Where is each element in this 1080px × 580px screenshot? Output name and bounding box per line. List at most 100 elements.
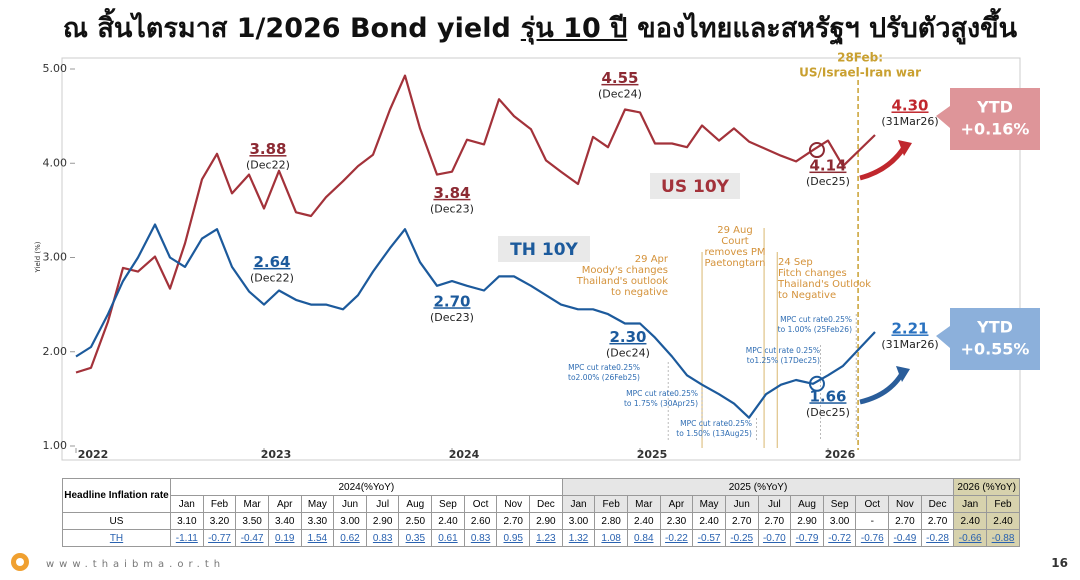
- logo: [11, 553, 29, 571]
- table-cell: -0.88: [986, 529, 1020, 547]
- table-cell: 1.32: [561, 529, 596, 547]
- series-label: TH 10Y: [510, 240, 578, 260]
- month-header: Feb: [202, 495, 237, 513]
- event-note: Fitch changes: [778, 268, 847, 279]
- annotation-note: (31Mar26): [881, 338, 938, 351]
- mpc-note: to 1.75% (30Apr25): [624, 399, 698, 408]
- x-tick-label: 2023: [261, 448, 292, 461]
- y-tick-label: 4.00: [43, 156, 68, 169]
- annotation-value: 4.30: [891, 96, 928, 114]
- row-label: US: [62, 512, 171, 530]
- month-header: Feb: [986, 495, 1020, 513]
- arrow-head: [896, 366, 910, 382]
- table-cell: 0.95: [496, 529, 531, 547]
- title: ณ สิ้นไตรมาส 1/2026 Bond yield รุ่น 10 ปี…: [0, 6, 1080, 49]
- table-cell: -: [855, 512, 890, 530]
- annotation-value: 1.66: [809, 387, 846, 405]
- chart-frame: [61, 57, 1021, 461]
- table-cell: 3.50: [235, 512, 269, 530]
- table-row: TH -1.11 -0.77 -0.47 0.19 1.54 0.62 0.83 0.35 0.6…: [62, 529, 1020, 547]
- table-cell: 3.40: [267, 512, 302, 530]
- x-tick-label: 2025: [637, 448, 668, 461]
- table-cell: 2.90: [790, 512, 824, 530]
- mpc-note: to 1.50% (13Aug25): [676, 429, 752, 438]
- mpc-note: to 1.00% (25Feb26): [778, 325, 852, 334]
- highlight-circle: [808, 375, 825, 392]
- footer-url: www.thaibma.or.th: [46, 559, 226, 570]
- table-cell: 2.90: [365, 512, 400, 530]
- event-marker-label: US/Israel-Iran war: [799, 66, 921, 80]
- title-part: รุ่น 10 ปี: [520, 13, 628, 44]
- table-cell: 1.23: [529, 529, 563, 547]
- row-label: TH: [62, 529, 171, 547]
- month-header: Apr: [659, 495, 694, 513]
- table-header: Headline Inflation rate: [62, 478, 171, 513]
- month-header: Aug: [398, 495, 433, 513]
- table-cell: 2.60: [463, 512, 498, 530]
- table-cell: 0.35: [398, 529, 433, 547]
- table-row: Jan Feb Mar Apr May Jun Jul Aug Sep Oct Nov Dec Jan F…: [63, 495, 1020, 513]
- month-header: May: [692, 495, 726, 513]
- month-header: Apr: [267, 495, 302, 513]
- y-axis-label: Yield (%): [34, 241, 42, 273]
- series-line: [75, 223, 876, 419]
- month-header: Jan: [953, 495, 988, 513]
- annotation-note: (31Mar26): [881, 115, 938, 128]
- event-note: 29 Apr: [635, 254, 669, 265]
- month-header: Jan: [561, 495, 596, 513]
- annotation-note: (Dec23): [430, 311, 474, 324]
- month-header: Jun: [333, 495, 367, 513]
- arrow-head: [898, 140, 912, 156]
- month-header: Jun: [724, 495, 759, 513]
- annotation-value: 2.70: [433, 292, 470, 310]
- table-cell: 3.20: [202, 512, 237, 530]
- annotation-value: 2.30: [609, 328, 646, 346]
- month-header: Jan: [170, 495, 204, 513]
- arrow: [859, 144, 908, 181]
- mpc-note: MPC cut rate 0.25%: [746, 346, 820, 355]
- table-cell: -0.47: [235, 529, 269, 547]
- month-header: Nov: [496, 495, 531, 513]
- table-cell: 3.00: [333, 512, 367, 530]
- event-note: Thailand's outlook: [576, 276, 668, 287]
- y-tick-label: 2.00: [43, 345, 68, 358]
- mpc-note: to1.25% (17Dec25): [747, 356, 820, 365]
- annotation-value: 2.64: [253, 253, 290, 271]
- x-tick-label: 2024: [449, 448, 480, 461]
- table-cell: 0.62: [333, 529, 367, 547]
- table-cell: -0.70: [757, 529, 792, 547]
- x-tick-label: 2026: [825, 448, 856, 461]
- event-note: to negative: [611, 287, 668, 298]
- y-tick-label: 3.00: [43, 251, 68, 264]
- table-cell: 2.40: [692, 512, 726, 530]
- page-number: 16: [1051, 556, 1068, 570]
- table-cell: -0.77: [202, 529, 237, 547]
- table-cell: -0.72: [822, 529, 857, 547]
- table-cell: 2.70: [724, 512, 759, 530]
- table-cell: -0.22: [659, 529, 694, 547]
- table-cell: 2.50: [398, 512, 433, 530]
- y-tick-label: 1.00: [43, 439, 68, 452]
- table-cell: 3.10: [170, 512, 204, 530]
- month-header: Dec: [529, 495, 563, 513]
- annotation-note: (Dec24): [606, 346, 650, 359]
- highlight-circle: [808, 142, 825, 159]
- annotation-note: (Dec25): [806, 175, 850, 188]
- arrow: [859, 370, 906, 405]
- month-header: May: [300, 495, 335, 513]
- event-note: Thailand's Outlook: [777, 279, 871, 290]
- mpc-note: MPC cut rate0.25%: [626, 389, 698, 398]
- table-cell: -0.49: [888, 529, 922, 547]
- annotation-value: 3.88: [249, 140, 286, 158]
- table-cell: 3.30: [300, 512, 335, 530]
- table-cell: 2.90: [529, 512, 563, 530]
- table-cell: 2.40: [986, 512, 1020, 530]
- table-cell: -0.66: [953, 529, 988, 547]
- y-tick-label: 5.00: [43, 62, 68, 75]
- month-header: Mar: [235, 495, 269, 513]
- table-cell: 2.70: [888, 512, 922, 530]
- table-row: US 3.10 3.20 3.50 3.40 3.30 3.00 2.90 2.50 2.40 2.…: [62, 512, 1020, 530]
- group-header: 2026 (%YoY): [953, 478, 1020, 496]
- callout-text: +0.55%: [961, 340, 1030, 359]
- month-header: Jul: [757, 495, 792, 513]
